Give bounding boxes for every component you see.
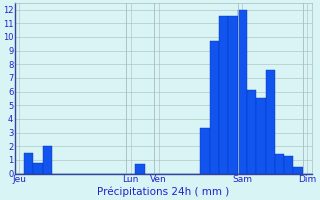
Bar bbox=[33, 163, 43, 174]
Bar bbox=[247, 90, 256, 174]
Bar bbox=[238, 10, 247, 174]
Bar bbox=[275, 154, 284, 174]
Bar bbox=[219, 16, 228, 174]
Bar bbox=[228, 16, 238, 174]
Bar bbox=[293, 167, 303, 174]
Bar bbox=[43, 146, 52, 174]
Bar bbox=[210, 41, 219, 174]
Bar bbox=[135, 164, 145, 174]
Bar bbox=[24, 153, 33, 174]
X-axis label: Précipitations 24h ( mm ): Précipitations 24h ( mm ) bbox=[97, 187, 229, 197]
Bar bbox=[284, 156, 293, 174]
Bar bbox=[266, 70, 275, 174]
Bar bbox=[256, 98, 266, 174]
Bar bbox=[201, 128, 210, 174]
